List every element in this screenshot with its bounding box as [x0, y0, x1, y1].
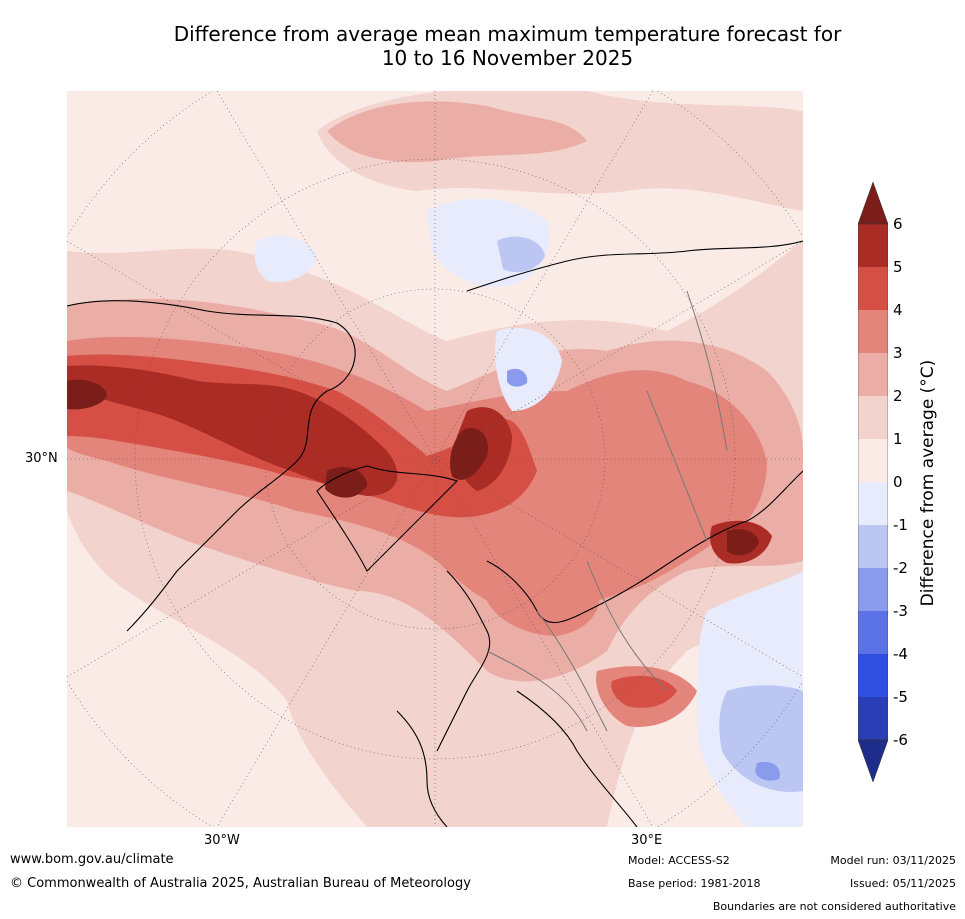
axis-label-30n: 30°N [25, 451, 58, 466]
graticule-circle-inner [264, 288, 606, 630]
anomaly-region-neg3 [507, 368, 528, 387]
footer-model-run: Model run: 03/11/2025 [830, 854, 956, 867]
colorbar-tick-label: -1 [893, 516, 908, 534]
colorbar-segment [858, 568, 888, 611]
anomaly-region-pos6-center [450, 427, 488, 480]
colorbar-tick-label: 0 [893, 473, 903, 491]
coastline-path-5 [466, 240, 803, 292]
anomaly-region-neg2 [497, 236, 545, 273]
forecast-map [67, 91, 803, 827]
colorbar-tick-label: 5 [893, 258, 903, 276]
axis-label-30w: 30°W [204, 833, 240, 848]
coastline-path-3 [436, 470, 803, 752]
axis-label-30e: 30°E [631, 833, 663, 848]
colorbar-segment [858, 267, 888, 310]
coastline-path-4 [396, 690, 638, 827]
footer-disclaimer: Boundaries are not considered authoritat… [712, 900, 956, 913]
colorbar-segment [858, 310, 888, 353]
colorbar-segment [858, 396, 888, 439]
colorbar-extend-top [857, 181, 889, 225]
colorbar-tick-label: -6 [893, 731, 908, 749]
anomaly-region-neg1-c [254, 236, 317, 283]
coastline-path [67, 300, 356, 632]
colorbar-segment [858, 611, 888, 654]
anomaly-region-neg3-se [755, 761, 780, 781]
footer-url[interactable]: www.bom.gov.au/climate [10, 852, 174, 867]
anomaly-region-neg1-b [495, 327, 562, 411]
colorbar-segment [858, 654, 888, 697]
footer-base-period: Base period: 1981-2018 [628, 877, 761, 890]
footer-model: Model: ACCESS-S2 [628, 854, 730, 867]
coastline-path-2 [316, 465, 459, 572]
colorbar-svg [857, 181, 889, 783]
footer-issued: Issued: 05/11/2025 [849, 877, 956, 890]
title-line-2: 10 to 16 November 2025 [381, 46, 634, 70]
colorbar-tick-label: 1 [893, 430, 903, 448]
colorbar-label: Difference from average (°C) [918, 359, 938, 607]
colorbar [857, 181, 889, 783]
anomaly-region-pos6-w [325, 466, 367, 498]
colorbar-tick-label: -5 [893, 688, 908, 706]
colorbar-segment [858, 482, 888, 525]
colorbar-segment [858, 224, 888, 267]
colorbar-tick-label: 6 [893, 215, 903, 233]
graticule-meridian-4 [67, 240, 803, 678]
colorbar-segment [858, 697, 888, 740]
border-path [486, 290, 728, 732]
graticule-meridian-3 [216, 91, 654, 827]
footer-copyright: © Commonwealth of Australia 2025, Austra… [10, 876, 471, 891]
colorbar-tick-label: -3 [893, 602, 908, 620]
graticule-meridian-5 [67, 240, 803, 678]
anomaly-region-pos5 [67, 365, 398, 496]
map-svg [67, 91, 803, 827]
anomaly-region-neg2-se [719, 685, 803, 792]
colorbar-tick-label: -2 [893, 559, 908, 577]
colorbar-tick-label: 3 [893, 344, 903, 362]
colorbar-tick-label: 2 [893, 387, 903, 405]
anomaly-region-pos6-ne [727, 529, 759, 556]
anomaly-region-pos2-north [327, 101, 587, 163]
colorbar-extend-bottom [857, 739, 889, 783]
colorbar-segment [858, 525, 888, 568]
chart-title: Difference from average mean maximum tem… [60, 22, 955, 70]
graticule-meridian-2 [216, 91, 654, 827]
colorbar-tick-label: -4 [893, 645, 908, 663]
colorbar-segment [858, 439, 888, 482]
colorbar-tick-label: 4 [893, 301, 903, 319]
colorbar-segment [858, 353, 888, 396]
anomaly-region-pos6 [67, 379, 107, 410]
title-line-1: Difference from average mean maximum tem… [173, 22, 842, 46]
